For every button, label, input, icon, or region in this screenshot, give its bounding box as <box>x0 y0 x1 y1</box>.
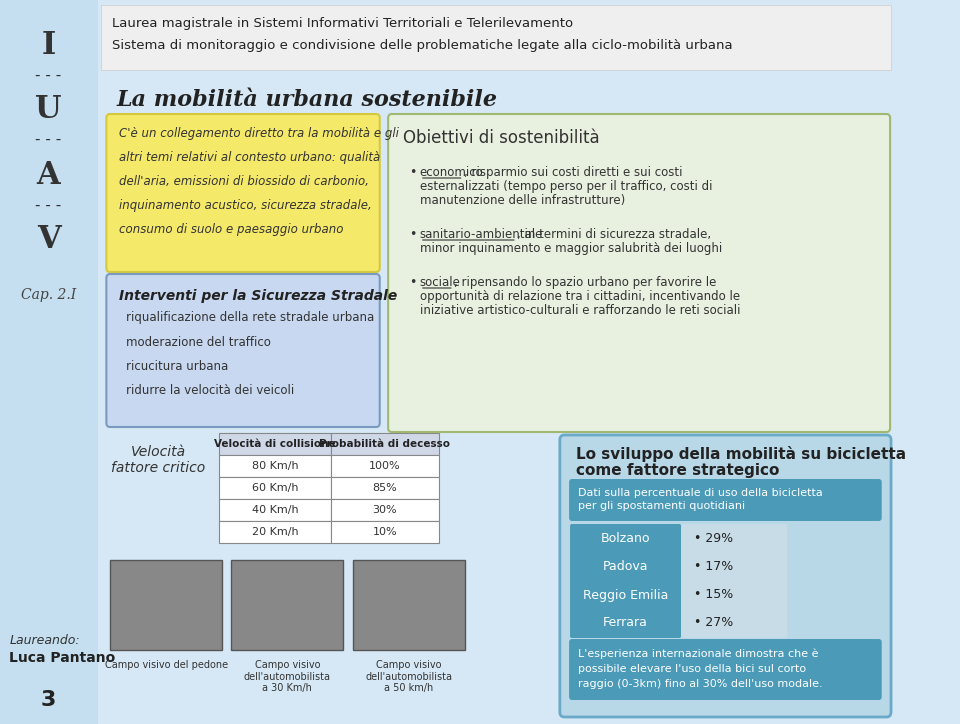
Text: 10%: 10% <box>372 527 397 537</box>
Text: ridurre la velocità dei veicoli: ridurre la velocità dei veicoli <box>126 384 294 397</box>
Text: Campo visivo
dell'automobilista
a 50 km/h: Campo visivo dell'automobilista a 50 km/… <box>365 660 452 693</box>
Text: inquinamento acustico, sicurezza stradale,: inquinamento acustico, sicurezza stradal… <box>119 198 372 211</box>
FancyBboxPatch shape <box>107 274 380 427</box>
Text: Velocità
fattore critico: Velocità fattore critico <box>111 445 205 475</box>
FancyBboxPatch shape <box>110 560 222 650</box>
Text: U: U <box>36 95 61 125</box>
FancyBboxPatch shape <box>0 0 98 724</box>
Text: Velocità di collisione: Velocità di collisione <box>214 439 336 449</box>
Text: Interventi per la Sicurezza Stradale: Interventi per la Sicurezza Stradale <box>119 289 397 303</box>
Text: Reggio Emilia: Reggio Emilia <box>583 589 668 602</box>
FancyBboxPatch shape <box>219 455 331 477</box>
Text: ricucitura urbana: ricucitura urbana <box>126 360 228 373</box>
Text: Padova: Padova <box>603 560 648 573</box>
FancyBboxPatch shape <box>219 499 331 521</box>
Text: Campo visivo del pedone: Campo visivo del pedone <box>105 660 228 670</box>
Text: Ferrara: Ferrara <box>603 617 648 629</box>
FancyBboxPatch shape <box>681 552 787 582</box>
Text: •: • <box>409 228 416 241</box>
Text: , risparmio sui costi diretti e sui costi: , risparmio sui costi diretti e sui cost… <box>464 166 682 179</box>
FancyBboxPatch shape <box>107 114 380 272</box>
Text: 20 Km/h: 20 Km/h <box>252 527 299 537</box>
Text: come fattore strategico: come fattore strategico <box>576 463 780 478</box>
FancyBboxPatch shape <box>101 5 891 70</box>
FancyBboxPatch shape <box>681 608 787 638</box>
Text: minor inquinamento e maggior salubrità dei luoghi: minor inquinamento e maggior salubrità d… <box>420 242 722 255</box>
Text: 60 Km/h: 60 Km/h <box>252 483 299 493</box>
Text: Obiettivi di sostenibilità: Obiettivi di sostenibilità <box>403 129 600 147</box>
Text: 40 Km/h: 40 Km/h <box>252 505 299 515</box>
FancyBboxPatch shape <box>681 580 787 610</box>
Text: opportunità di relazione tra i cittadini, incentivando le: opportunità di relazione tra i cittadini… <box>420 290 740 303</box>
Text: A: A <box>36 159 60 190</box>
Text: manutenzione delle infrastrutture): manutenzione delle infrastrutture) <box>420 194 625 207</box>
FancyBboxPatch shape <box>219 433 331 455</box>
FancyBboxPatch shape <box>570 580 681 610</box>
Text: riqualificazione della rete stradale urbana: riqualificazione della rete stradale urb… <box>126 311 374 324</box>
Text: 80 Km/h: 80 Km/h <box>252 461 299 471</box>
Text: Laurea magistrale in Sistemi Informativi Territoriali e Telerilevamento: Laurea magistrale in Sistemi Informativi… <box>112 17 573 30</box>
Text: •: • <box>409 166 416 179</box>
Text: Bolzano: Bolzano <box>601 532 650 545</box>
FancyBboxPatch shape <box>231 560 344 650</box>
Text: Lo sviluppo della mobilità su bicicletta: Lo sviluppo della mobilità su bicicletta <box>576 446 906 462</box>
Text: , in termini di sicurezza stradale,: , in termini di sicurezza stradale, <box>516 228 711 241</box>
FancyBboxPatch shape <box>219 521 331 543</box>
Text: • 15%: • 15% <box>694 589 733 602</box>
Text: 30%: 30% <box>372 505 397 515</box>
Text: C'è un collegamento diretto tra la mobilità e gli: C'è un collegamento diretto tra la mobil… <box>119 127 399 140</box>
Text: • 29%: • 29% <box>694 532 733 545</box>
FancyBboxPatch shape <box>331 477 439 499</box>
FancyBboxPatch shape <box>681 524 787 554</box>
Text: Sistema di monitoraggio e condivisione delle problematiche legate alla ciclo-mob: Sistema di monitoraggio e condivisione d… <box>112 38 732 51</box>
FancyBboxPatch shape <box>569 479 881 521</box>
FancyBboxPatch shape <box>569 639 881 700</box>
FancyBboxPatch shape <box>352 560 465 650</box>
Text: sanitario-ambientale: sanitario-ambientale <box>420 228 543 241</box>
Text: altri temi relativi al contesto urbano: qualità: altri temi relativi al contesto urbano: … <box>119 151 381 164</box>
Text: , ripensando lo spazio urbano per favorire le: , ripensando lo spazio urbano per favori… <box>454 276 716 289</box>
Text: esternalizzati (tempo perso per il traffico, costi di: esternalizzati (tempo perso per il traff… <box>420 180 712 193</box>
Text: sociale: sociale <box>420 276 461 289</box>
Text: - - -: - - - <box>36 132 61 148</box>
Text: Cap. 2.I: Cap. 2.I <box>21 288 76 302</box>
Text: V: V <box>36 224 60 256</box>
FancyBboxPatch shape <box>331 433 439 455</box>
FancyBboxPatch shape <box>331 521 439 543</box>
Text: possibile elevare l'uso della bici sul corto: possibile elevare l'uso della bici sul c… <box>578 664 805 674</box>
Text: •: • <box>409 276 416 289</box>
Text: Probabilità di decesso: Probabilità di decesso <box>320 439 450 449</box>
FancyBboxPatch shape <box>331 499 439 521</box>
Text: • 27%: • 27% <box>694 617 733 629</box>
FancyBboxPatch shape <box>219 477 331 499</box>
Text: consumo di suolo e paesaggio urbano: consumo di suolo e paesaggio urbano <box>119 222 344 235</box>
Text: iniziative artistico-culturali e rafforzando le reti sociali: iniziative artistico-culturali e rafforz… <box>420 304 740 317</box>
FancyBboxPatch shape <box>388 114 890 432</box>
FancyBboxPatch shape <box>560 435 891 717</box>
Text: I: I <box>41 30 56 61</box>
FancyBboxPatch shape <box>570 552 681 582</box>
Text: Dati sulla percentuale di uso della bicicletta: Dati sulla percentuale di uso della bici… <box>578 488 823 498</box>
Text: La mobilità urbana sostenibile: La mobilità urbana sostenibile <box>116 89 497 111</box>
Text: Campo visivo
dell'automobilista
a 30 Km/h: Campo visivo dell'automobilista a 30 Km/… <box>244 660 331 693</box>
Text: dell'aria, emissioni di biossido di carbonio,: dell'aria, emissioni di biossido di carb… <box>119 174 370 188</box>
FancyBboxPatch shape <box>331 455 439 477</box>
Text: Laureando:: Laureando: <box>10 634 80 647</box>
Text: Luca Pantano: Luca Pantano <box>10 651 115 665</box>
Text: raggio (0-3km) fino al 30% dell'uso modale.: raggio (0-3km) fino al 30% dell'uso moda… <box>578 679 822 689</box>
Text: per gli spostamenti quotidiani: per gli spostamenti quotidiani <box>578 501 745 511</box>
FancyBboxPatch shape <box>570 608 681 638</box>
Text: - - -: - - - <box>36 198 61 213</box>
Text: economico: economico <box>420 166 484 179</box>
Text: - - -: - - - <box>36 67 61 83</box>
Text: 100%: 100% <box>369 461 400 471</box>
Text: • 17%: • 17% <box>694 560 733 573</box>
FancyBboxPatch shape <box>570 524 681 554</box>
Text: 3: 3 <box>41 690 57 710</box>
Text: moderazione del traffico: moderazione del traffico <box>126 335 271 348</box>
Text: L'esperienza internazionale dimostra che è: L'esperienza internazionale dimostra che… <box>578 649 818 660</box>
Text: 85%: 85% <box>372 483 397 493</box>
